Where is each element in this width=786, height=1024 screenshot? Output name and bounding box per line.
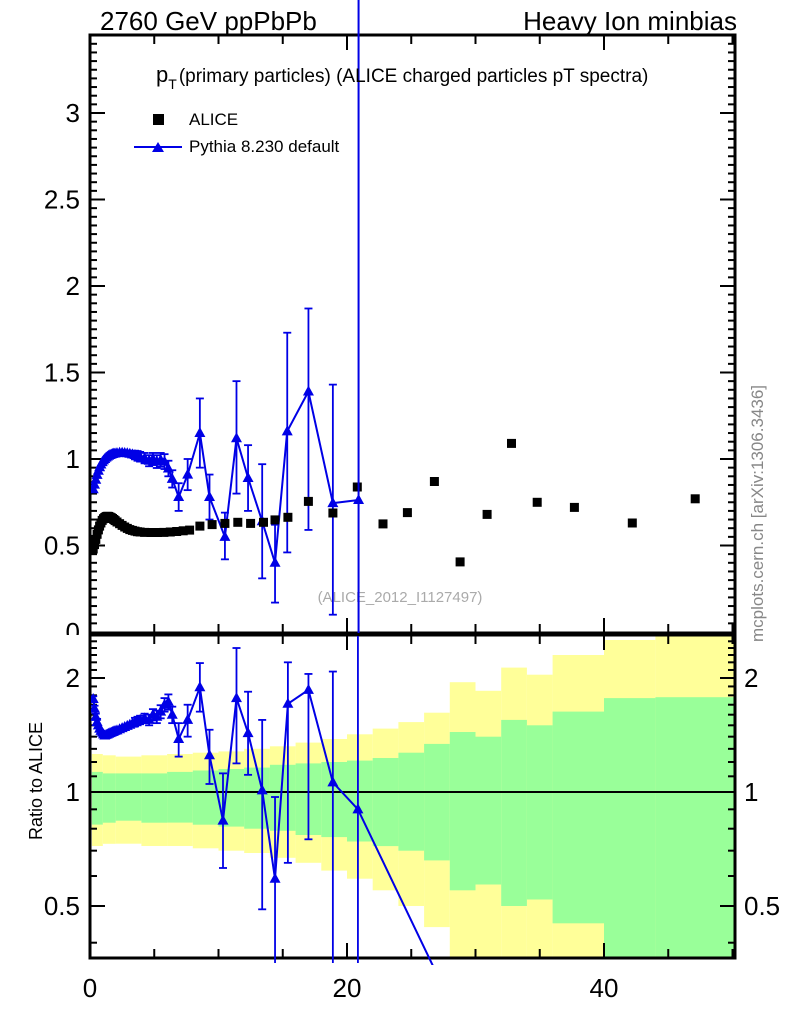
arxiv-side-note: mcplots.cern.ch [arXiv:1306.3436] bbox=[748, 384, 767, 642]
ratio-uncertainty-band-green bbox=[91, 697, 734, 957]
ratio-series bbox=[91, 636, 434, 965]
svg-text:(ALICE_2012_I1127497): (ALICE_2012_I1127497) bbox=[318, 589, 483, 606]
svg-text:40: 40 bbox=[590, 973, 619, 1003]
ratio-y-axis-labels: 0.5 0.5 1 1 2 2 bbox=[44, 663, 780, 921]
ratio-y-axis-title: Ratio to ALICE bbox=[26, 721, 46, 840]
legend-label-pythia: Pythia 8.230 default bbox=[189, 136, 340, 156]
plot-title-p: p bbox=[156, 62, 169, 87]
legend-item-alice: ALICE bbox=[132, 106, 339, 133]
process-label: Heavy Ion minbias bbox=[523, 6, 737, 36]
watermark: (ALICE_2012_I1127497) bbox=[318, 589, 483, 606]
svg-text:1: 1 bbox=[66, 777, 80, 807]
alice-square-marker-icon bbox=[132, 114, 184, 125]
plot-title: pT (primary particles) (ALICE charged par… bbox=[156, 62, 648, 92]
axis-ticks bbox=[89, 35, 735, 958]
svg-text:0.5: 0.5 bbox=[744, 891, 780, 921]
ratio-panel-frame bbox=[88, 633, 737, 960]
svg-text:0: 0 bbox=[83, 973, 97, 1003]
svg-text:1: 1 bbox=[66, 444, 80, 474]
svg-text:1.5: 1.5 bbox=[44, 358, 80, 388]
svg-text:0.5: 0.5 bbox=[44, 891, 80, 921]
svg-text:20: 20 bbox=[333, 973, 362, 1003]
svg-text:2.5: 2.5 bbox=[44, 185, 80, 215]
legend-item-pythia: Pythia 8.230 default bbox=[132, 133, 339, 160]
svg-text:2: 2 bbox=[66, 663, 80, 693]
svg-text:2: 2 bbox=[744, 663, 758, 693]
plot-title-subscript: T bbox=[168, 76, 177, 92]
beam-energy-label: 2760 GeV ppPbPb bbox=[100, 6, 317, 36]
pythia-series bbox=[91, 307, 365, 616]
legend-label-alice: ALICE bbox=[189, 109, 239, 129]
svg-text:2: 2 bbox=[66, 271, 80, 301]
x-axis-labels: 0 20 40 bbox=[83, 973, 619, 1003]
alice-series bbox=[91, 438, 700, 567]
svg-text:1: 1 bbox=[744, 777, 758, 807]
main-y-axis-labels: 00.511.522.53 bbox=[44, 98, 80, 647]
pythia-triangle-marker-icon bbox=[132, 141, 184, 153]
plot-title-rest: (primary particles) (ALICE charged parti… bbox=[178, 66, 649, 87]
svg-text:3: 3 bbox=[66, 98, 80, 128]
svg-text:0.5: 0.5 bbox=[44, 531, 80, 561]
legend: ALICE Pythia 8.230 default bbox=[132, 106, 339, 160]
main-panel-frame bbox=[88, 33, 737, 635]
